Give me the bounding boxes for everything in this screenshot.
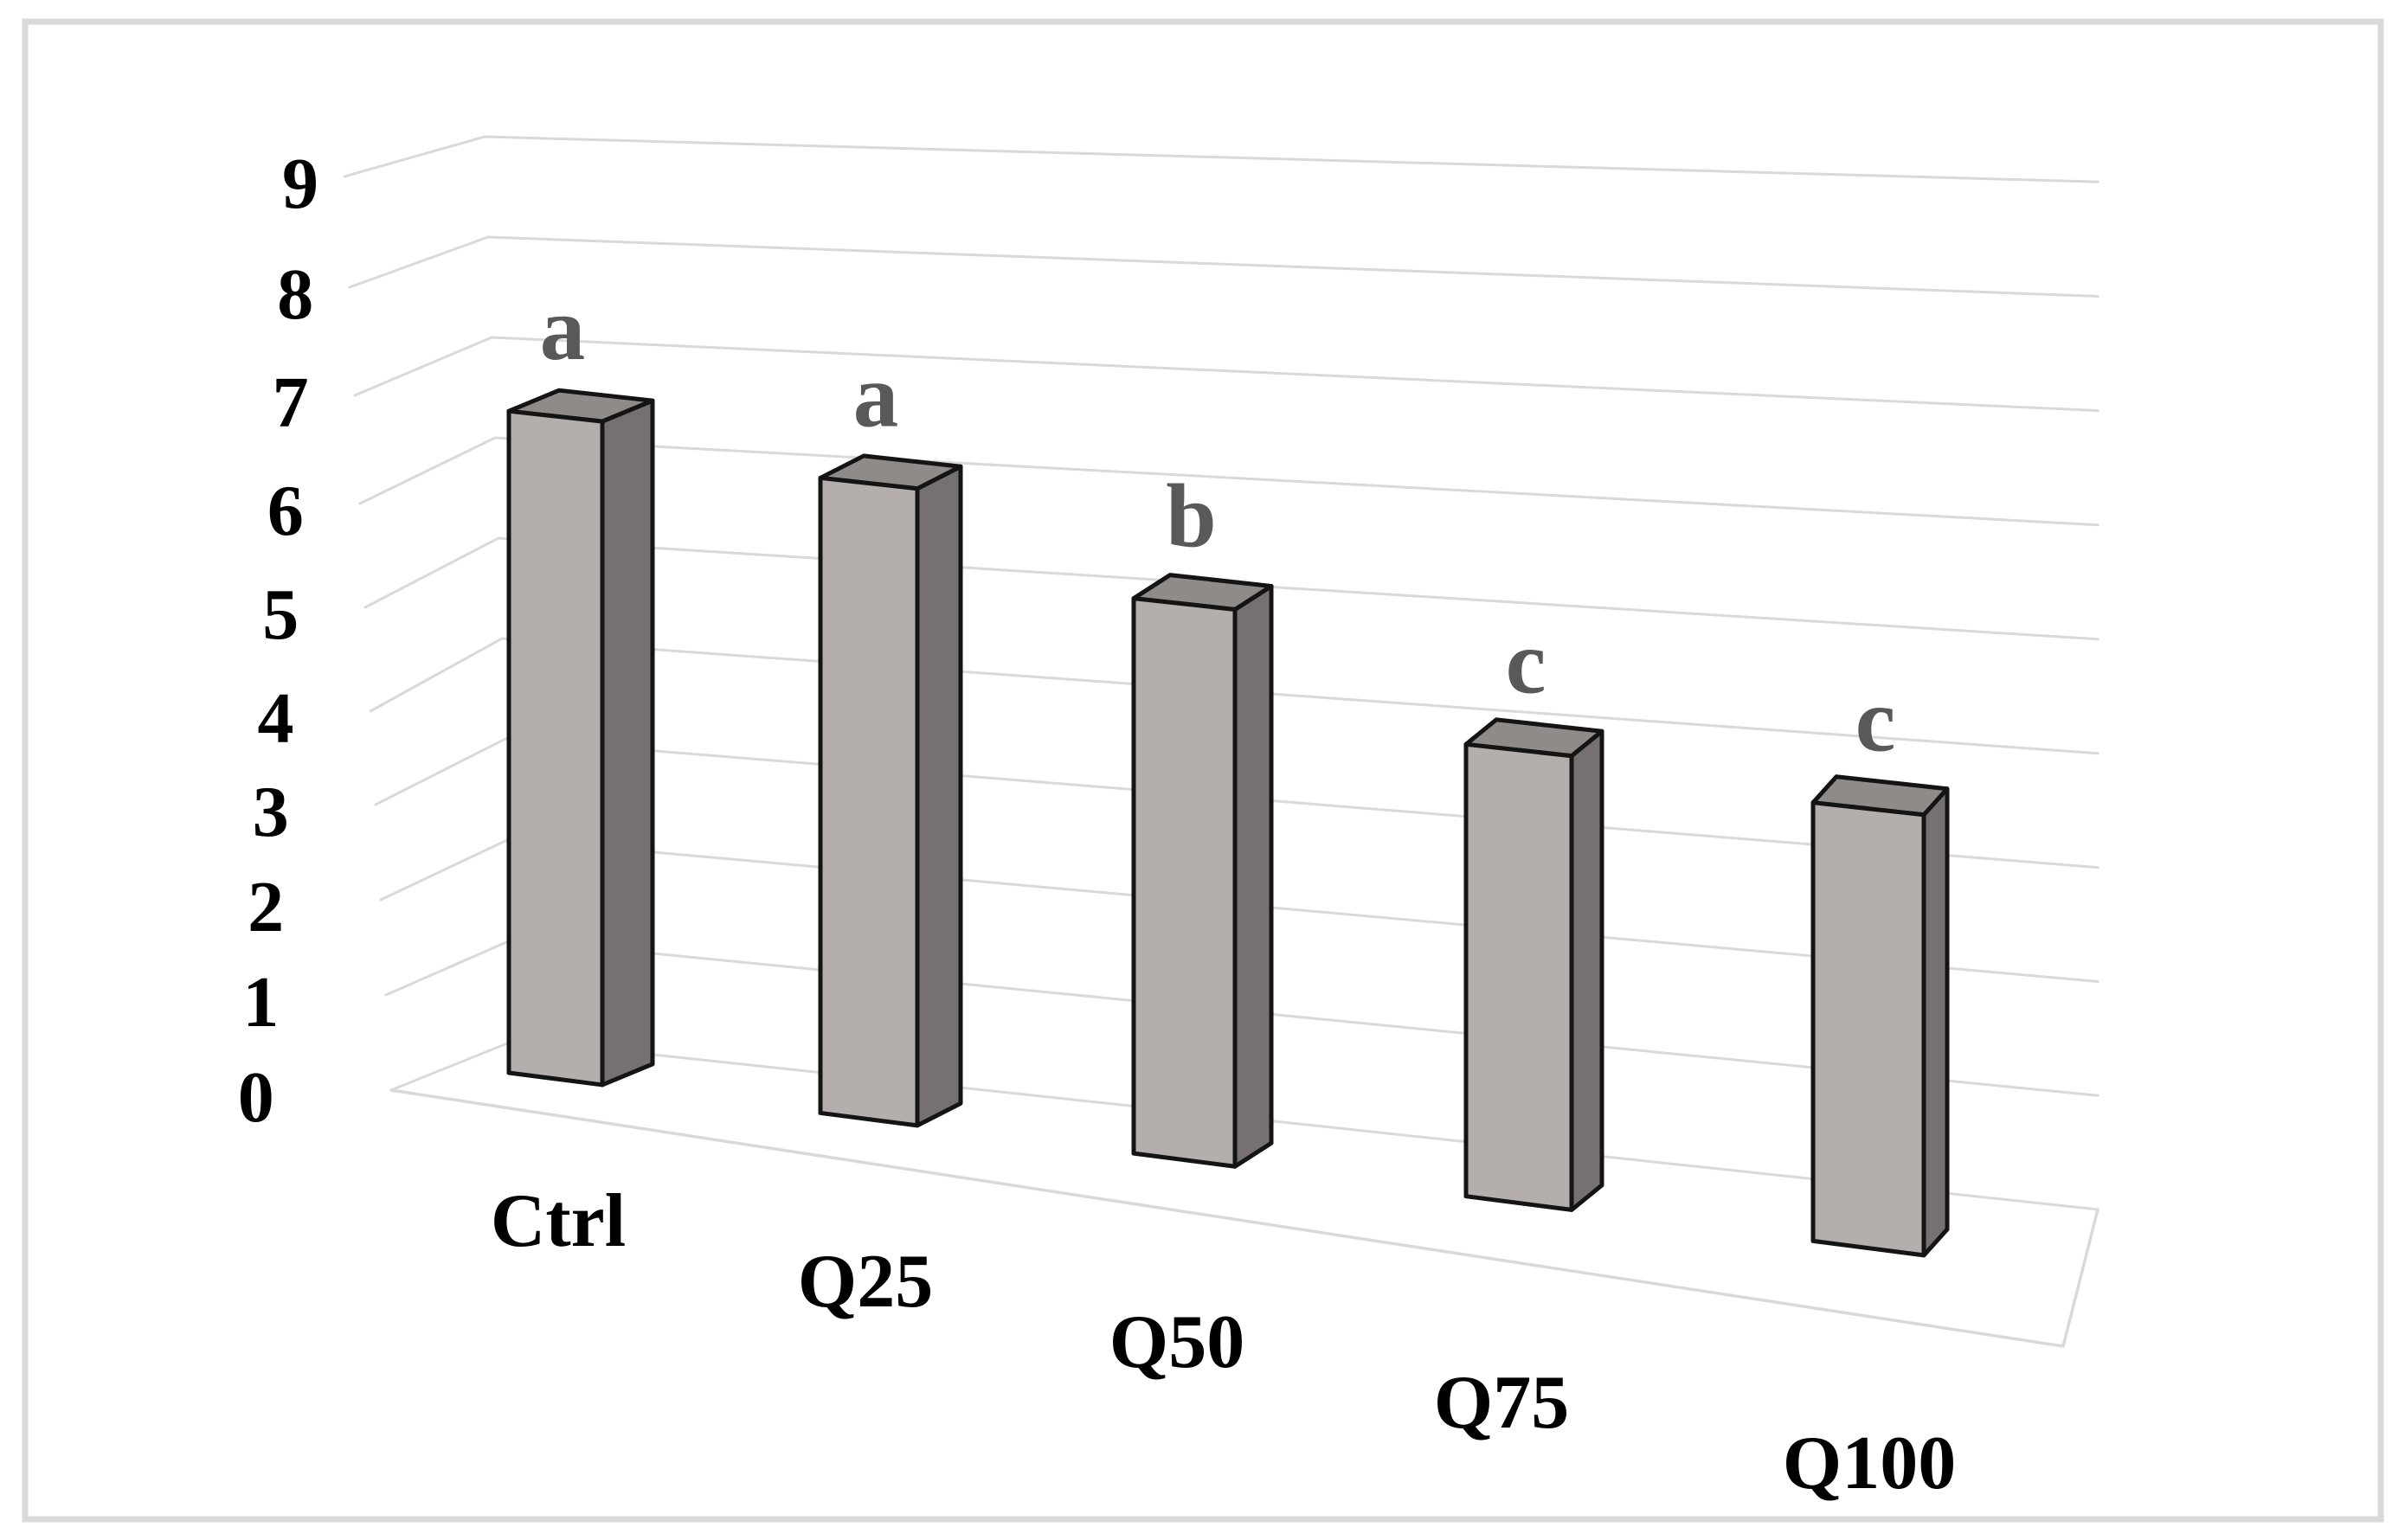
x-category-label-Ctrl: Ctrl xyxy=(491,1179,626,1263)
y-tick-label-6: 6 xyxy=(267,471,304,551)
bar-front-face xyxy=(506,408,605,1088)
y-axis-tick-labels-group: 0 1 2 3 4 5 6 7 8 9 xyxy=(238,144,318,1138)
gridline-y7 xyxy=(353,336,2100,413)
x-category-label-Q50: Q50 xyxy=(1109,1300,1244,1384)
bar-Q100 xyxy=(1810,774,1950,1258)
bar-side-face xyxy=(1569,728,1604,1212)
bar-front-face xyxy=(818,475,920,1128)
significance-letter-Q25: a xyxy=(853,344,899,446)
bar-side-face xyxy=(1232,583,1274,1169)
y-tick-label-1: 1 xyxy=(242,962,279,1043)
y-tick-label-9: 9 xyxy=(282,144,318,224)
y-tick-label-5: 5 xyxy=(262,574,299,655)
gridline-y8 xyxy=(348,235,2100,298)
x-axis-category-labels-group: Ctrl Q25 Q50 Q75 Q100 xyxy=(491,1179,1956,1505)
bars-group xyxy=(506,388,1950,1258)
bar-side-face xyxy=(915,464,963,1128)
y-tick-label-7: 7 xyxy=(273,363,309,443)
gridline-y6 xyxy=(358,436,2100,527)
bar-Q50 xyxy=(1131,573,1274,1169)
significance-letter-Q100: c xyxy=(1855,670,1896,771)
gridline-y5 xyxy=(363,536,2100,641)
floor-edges-group xyxy=(389,1088,2100,1348)
y-tick-label-4: 4 xyxy=(258,678,294,759)
bar-Q75 xyxy=(1463,717,1604,1212)
bar-front-face xyxy=(1810,800,1926,1258)
gridline-y4 xyxy=(369,637,2100,755)
bar-side-face xyxy=(1921,786,1950,1258)
bar-Q25 xyxy=(818,453,963,1128)
gridline-y9 xyxy=(343,135,2100,183)
y-tick-label-2: 2 xyxy=(248,867,284,947)
gridlines-group xyxy=(343,135,2100,1211)
y-tick-label-3: 3 xyxy=(253,772,289,852)
bar-Ctrl xyxy=(506,388,655,1088)
x-category-label-Q75: Q75 xyxy=(1434,1361,1569,1445)
bar-front-face xyxy=(1463,741,1574,1212)
x-category-label-Q100: Q100 xyxy=(1783,1421,1956,1505)
significance-letter-Q50: b xyxy=(1166,465,1216,567)
x-category-label-Q25: Q25 xyxy=(798,1240,933,1324)
significance-letters-group: a a b c c xyxy=(540,278,1896,770)
significance-letter-Q75: c xyxy=(1506,611,1547,712)
bar-front-face xyxy=(1131,596,1238,1169)
y-tick-label-0: 0 xyxy=(238,1057,274,1138)
floor-front-edge xyxy=(389,1088,2100,1348)
significance-letter-Ctrl: a xyxy=(540,278,586,379)
bar-side-face xyxy=(600,398,655,1088)
y-tick-label-8: 8 xyxy=(277,254,313,335)
